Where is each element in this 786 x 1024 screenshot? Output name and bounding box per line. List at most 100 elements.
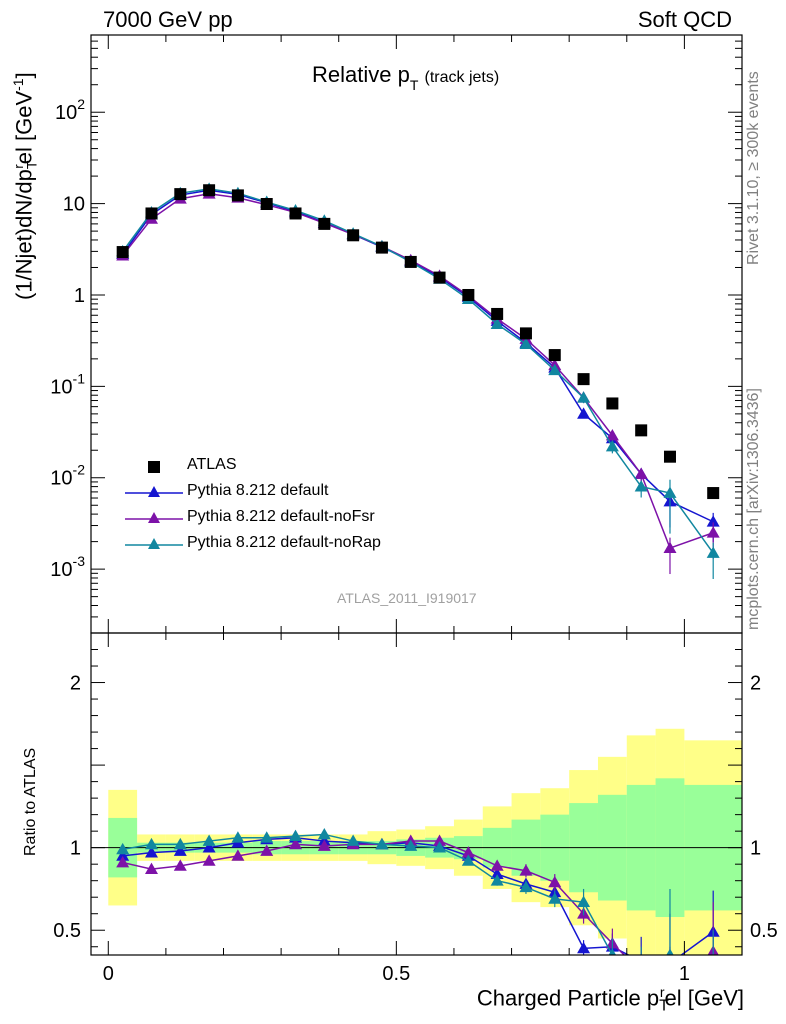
y-tick-label-main: 10-1 [50, 370, 85, 398]
ratio-point-noRap [461, 854, 475, 866]
data-point-atlas [318, 217, 331, 230]
ratio-frame [90, 632, 743, 956]
legend-entry-atlas: ATLAS [125, 455, 455, 479]
data-point-atlas [289, 207, 302, 220]
y-tick-label-base: 10 [50, 468, 72, 490]
xlabel-sub: T [659, 997, 669, 1015]
ratio-point-noRap [144, 837, 158, 850]
legend-marker-atlas [148, 461, 160, 473]
ratio-point-noRap [173, 837, 187, 850]
data-point-atlas [663, 450, 676, 463]
xlabel-sup: r [659, 984, 665, 1000]
series-point-noFsr [634, 467, 648, 479]
x-axis-label: Charged Particle pTrel [GeV] [477, 984, 744, 1016]
ratio-point-default [173, 844, 187, 856]
header-process-label: Soft QCD [637, 7, 732, 32]
ratio-point-default [144, 846, 158, 858]
series-point-noFsr [706, 526, 720, 538]
ylabel-end: ] [11, 72, 37, 79]
ratio-point-noRap [346, 834, 360, 846]
y-tick-label-base: 10 [55, 102, 77, 124]
ratio-point-noRap [548, 892, 562, 904]
data-point-atlas [260, 198, 273, 211]
ratio-point-noFsr [260, 844, 274, 856]
ratio-point-noFsr [433, 834, 447, 846]
ratio-point-noFsr [144, 862, 158, 875]
y-tick-label-base: 10 [50, 559, 72, 581]
y-tick-label-base: 10 [50, 376, 72, 398]
series-point-default [706, 515, 720, 527]
plot-title: Relative pT (track jets) [312, 62, 499, 93]
legend-marker-norap [125, 538, 183, 549]
data-point-atlas [548, 349, 561, 362]
ratio-point-default [490, 867, 504, 879]
data-point-atlas [404, 255, 417, 268]
header-beam-label: 7000 GeV pp [103, 7, 233, 32]
ratio-point-noRap [433, 841, 447, 853]
series-point-noRap [706, 546, 720, 558]
legend-entry-nofsr: Pythia 8.212 default-noFsr [125, 507, 455, 531]
ratio-point-noRap [317, 827, 331, 840]
ratio-point-default [635, 955, 648, 966]
ylabel-part: (1/Njet)dN/dp [11, 169, 37, 300]
y-tick-label-ratio: 2 [70, 673, 81, 695]
ylabel-tail: el [GeV [11, 90, 37, 165]
series-point-noRap [490, 317, 504, 329]
ratio-point-noRap [635, 965, 648, 976]
ratio-point-noFsr [289, 837, 303, 850]
data-point-atlas [174, 188, 187, 201]
ratio-point-noFsr [116, 856, 130, 868]
series-point-noRap [548, 363, 562, 376]
y-tick-label-main: 1 [74, 285, 85, 307]
data-point-atlas [375, 241, 388, 254]
y-tick-label-exp: -2 [73, 462, 86, 478]
y-tick-label-main: 10-2 [50, 462, 85, 490]
legend-label: Pythia 8.212 default [187, 482, 329, 499]
y-tick-label-main: 102 [55, 96, 85, 124]
ratio-point-noRap [260, 831, 274, 843]
plot-title-main: Relative p [312, 62, 410, 87]
ratio-point-noFsr [490, 859, 504, 871]
data-point-atlas [519, 327, 532, 340]
ratio-point-noRap [202, 834, 216, 846]
ratio-point-noFsr [317, 839, 331, 851]
y-tick-label-exp: -3 [73, 553, 86, 569]
ratio-point-noRap [116, 842, 130, 855]
series-point-noRap [663, 486, 677, 498]
ratio-point-noFsr [461, 846, 475, 858]
xlabel-part: Charged Particle p [476, 985, 660, 1011]
ratio-point-noFsr [548, 875, 562, 888]
ratio-point-default [577, 941, 591, 954]
legend-marker-default [125, 486, 183, 497]
legend-entry-default: Pythia 8.212 default [125, 481, 455, 505]
ratio-point-noRap [519, 880, 533, 893]
y-tick-label-exp: -1 [73, 370, 86, 386]
ratio-point-noRap [375, 837, 389, 850]
data-point-atlas [707, 487, 720, 500]
analysis-id-watermark: ATLAS_2011_I919017 [337, 590, 477, 606]
ratio-point-noRap [231, 831, 245, 843]
data-point-atlas [577, 373, 590, 386]
x-tick-label: 0 [103, 963, 114, 985]
data-point-atlas [491, 307, 504, 320]
plot-title-sub: T [409, 77, 419, 93]
series-point-noFsr [663, 541, 677, 553]
y-tick-label-main: 10-3 [50, 553, 85, 581]
main-y-axis-label: (1/Njet)dN/dpTrel [GeV-1] [10, 72, 40, 300]
data-point-atlas [635, 424, 648, 437]
xlabel-tail: el [GeV] [664, 985, 744, 1011]
series-point-noRap [577, 391, 591, 403]
data-point-atlas [606, 397, 619, 410]
y-tick-label-ratio-right: 0.5 [750, 920, 778, 942]
legend-entry-norap: Pythia 8.212 default-noRap [125, 533, 455, 557]
y-tick-label-exp: 2 [77, 96, 85, 112]
mcplots-reference-label: mcplots.cern.ch [arXiv:1306.3436] [745, 388, 762, 630]
series-point-default [577, 407, 591, 419]
data-point-atlas [433, 271, 446, 284]
main-panel-content [116, 182, 720, 579]
ratio-point-noRap [577, 895, 591, 908]
ratio-point-noRap [707, 973, 720, 984]
ratio-point-default [116, 849, 130, 861]
data-point-atlas [347, 229, 360, 242]
